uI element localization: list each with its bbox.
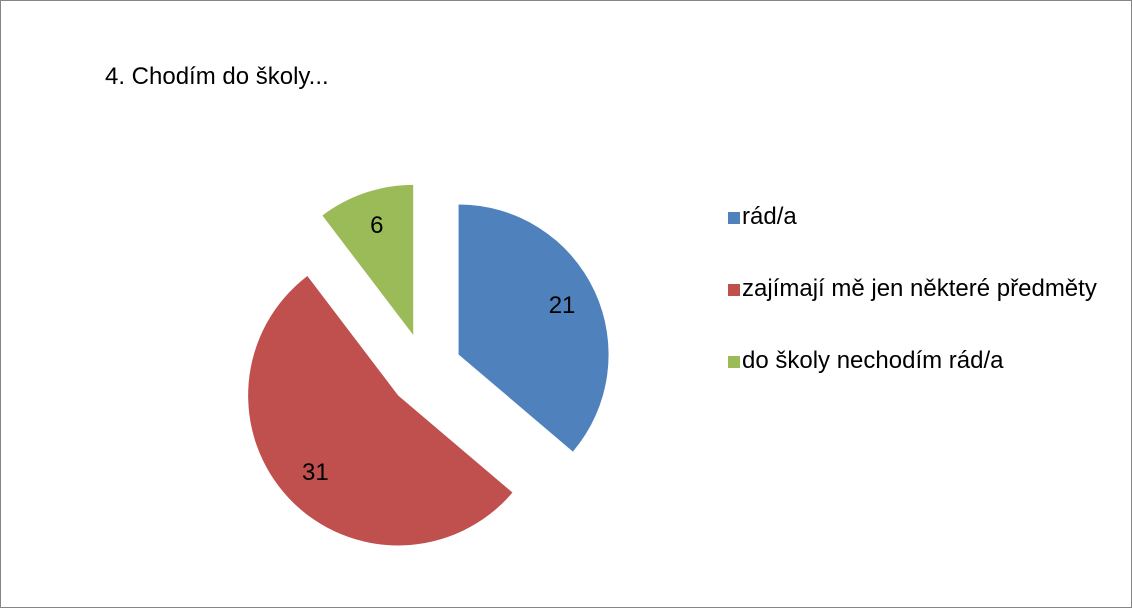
data-label: 6 — [370, 212, 383, 239]
legend-swatch — [728, 212, 740, 224]
legend-swatch — [728, 356, 740, 368]
chart-title: 4. Chodím do školy... — [105, 63, 329, 90]
legend-label: do školy nechodím rád/a — [742, 347, 1004, 374]
legend-item: rád/a — [728, 202, 1108, 232]
legend-swatch — [728, 284, 740, 296]
data-label: 31 — [302, 459, 329, 486]
data-label: 21 — [549, 292, 576, 319]
legend-item: zajímají mě jen některé předměty — [728, 274, 1108, 304]
pie-slice — [248, 276, 513, 546]
legend-label: zajímají mě jen některé předměty — [742, 275, 1097, 302]
legend: rád/a zajímají mě jen některé předměty do … — [728, 202, 1108, 418]
pie-slice — [322, 184, 414, 335]
pie-slice — [458, 204, 609, 452]
legend-item: do školy nechodím rád/a — [728, 346, 1108, 376]
legend-label: rád/a — [742, 203, 797, 230]
